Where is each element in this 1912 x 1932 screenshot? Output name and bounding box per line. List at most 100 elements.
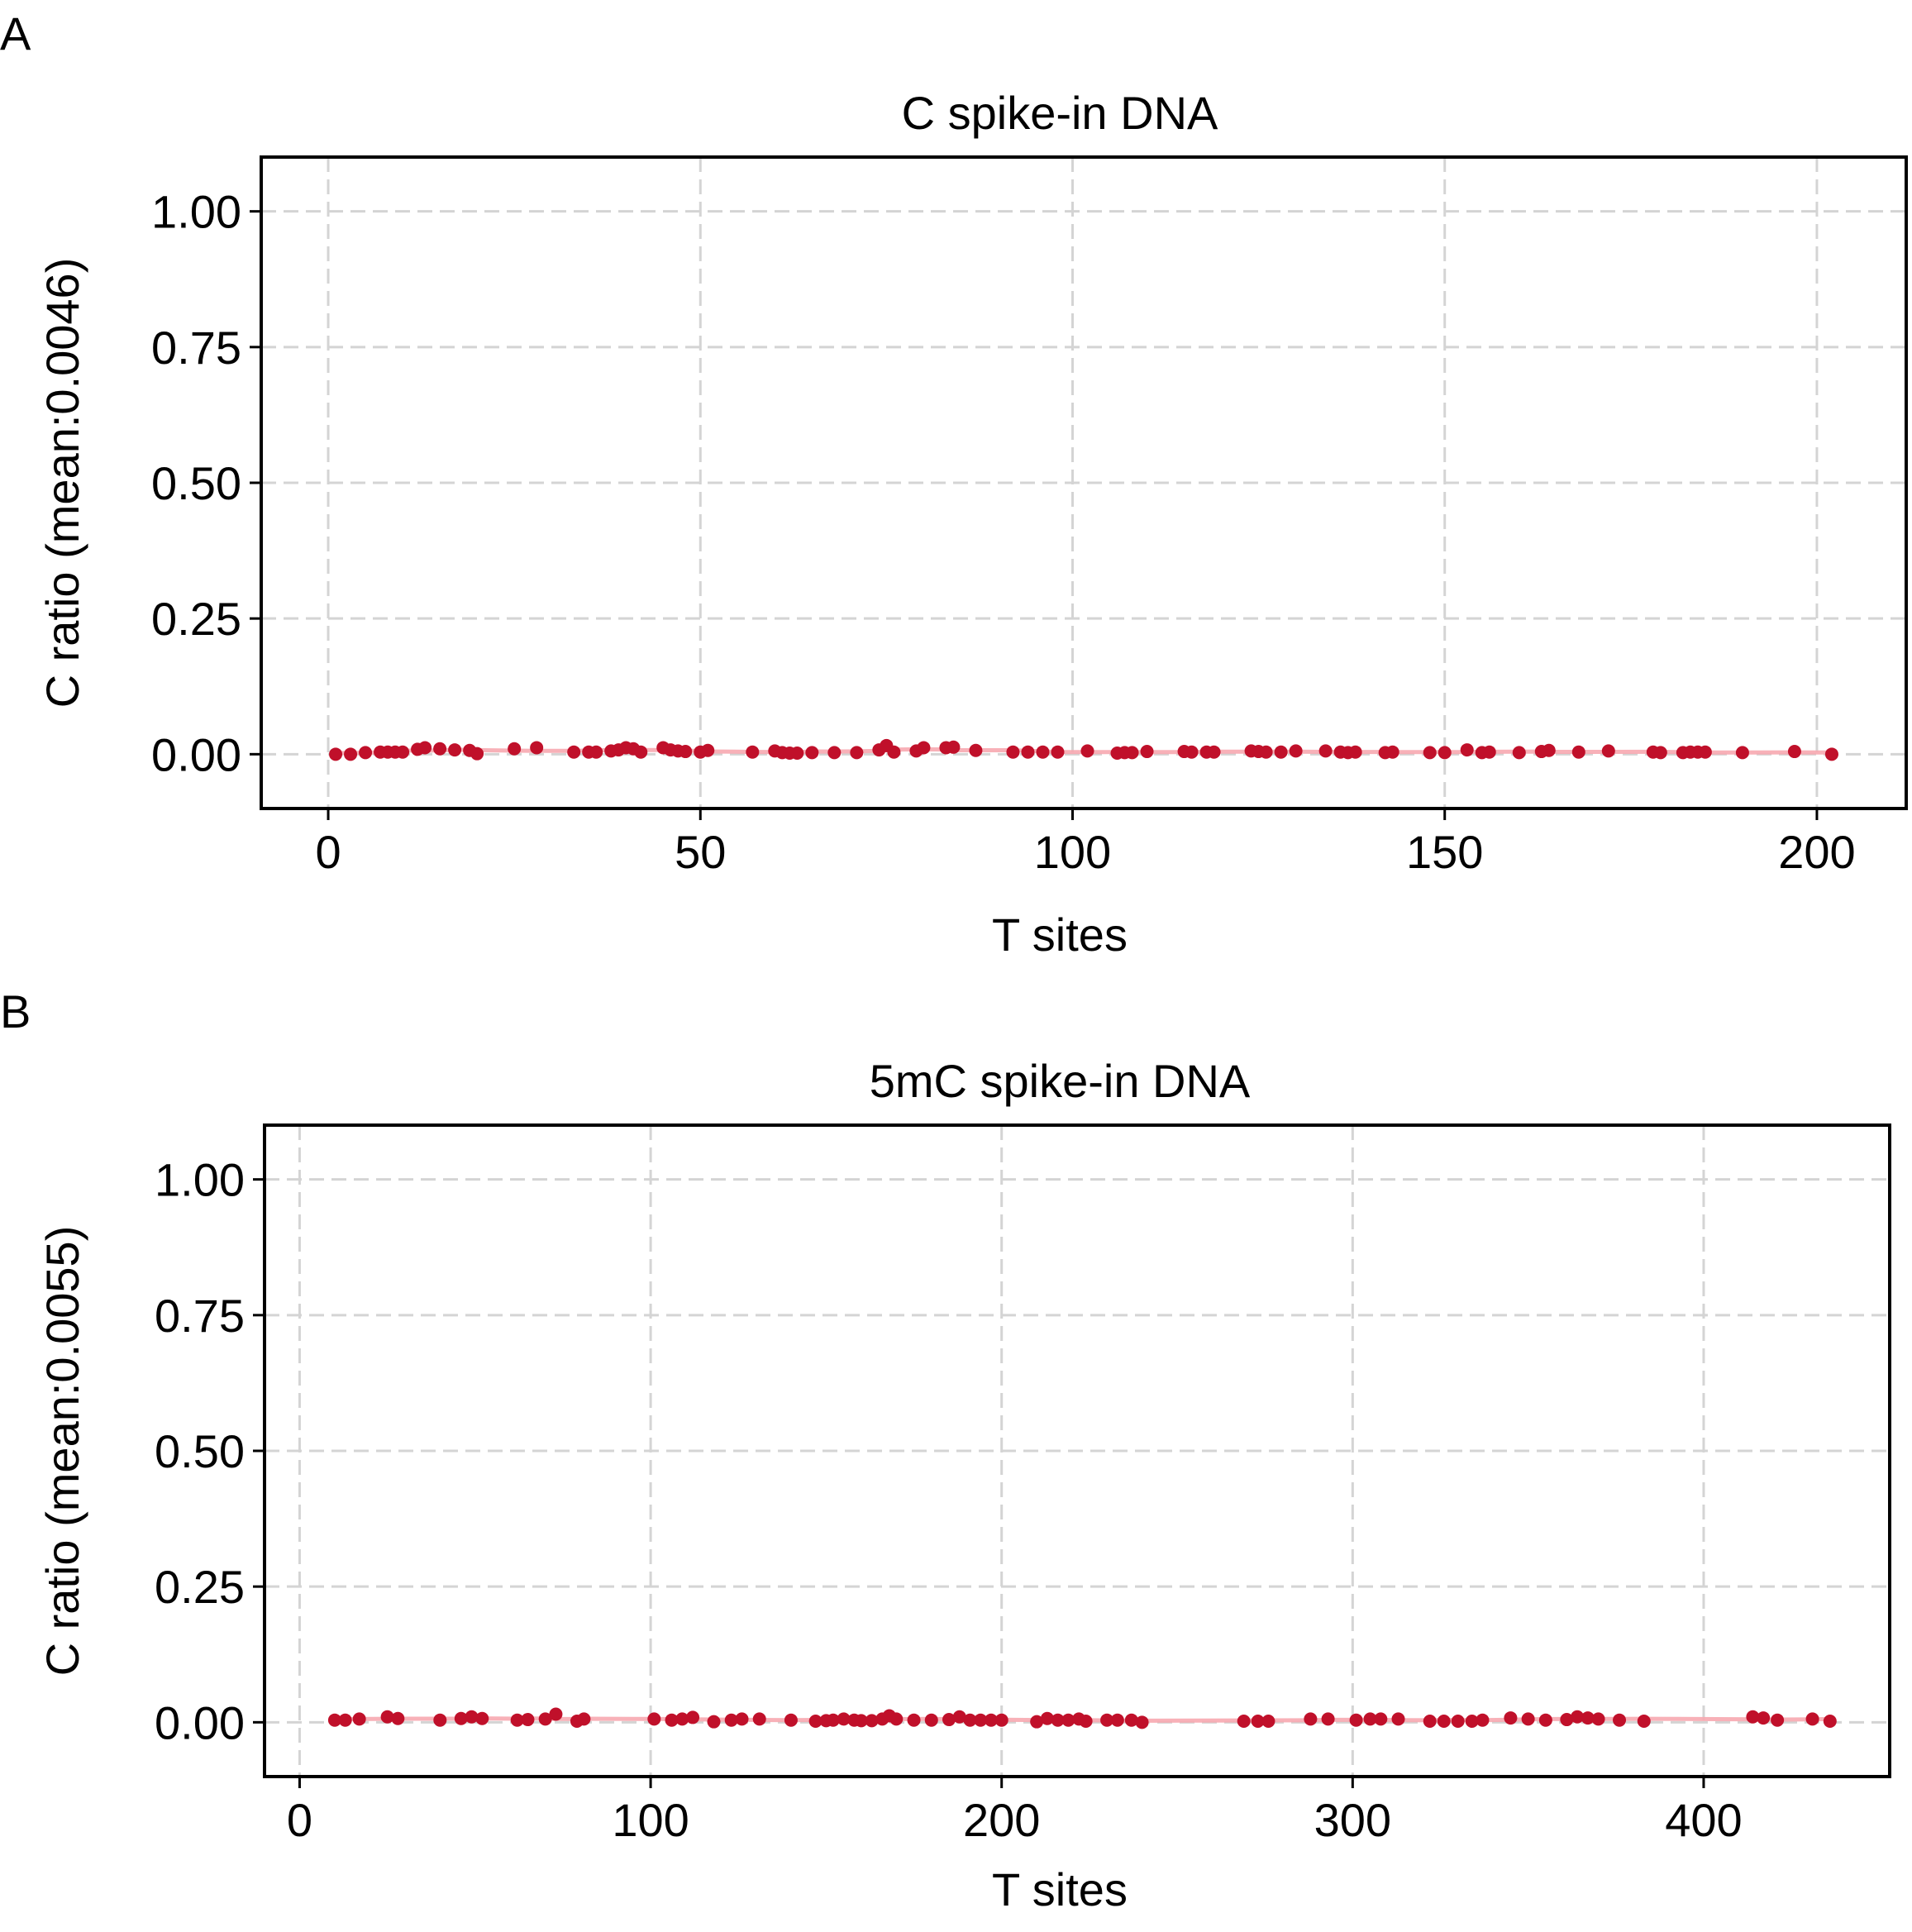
data-point: [865, 1714, 879, 1728]
y-tick-label: 0.00: [151, 728, 241, 780]
data-point: [1591, 1712, 1605, 1726]
chart-title: 5mC spike-in DNA: [870, 1055, 1251, 1107]
data-points: [327, 1707, 1837, 1729]
data-point: [1482, 745, 1496, 759]
x-tick-label: 0: [287, 1794, 312, 1846]
data-point: [329, 747, 343, 761]
data-point: [1787, 745, 1801, 759]
data-point: [465, 1710, 479, 1724]
data-point: [1423, 746, 1437, 760]
data-point: [1735, 746, 1749, 760]
data-point: [1261, 1715, 1275, 1729]
data-point: [1040, 1711, 1054, 1725]
axis-ticks: 0 100 200 300 400 0.00 0.25 0.50 0.75 1.00: [155, 1154, 1743, 1846]
data-point: [1581, 1711, 1595, 1725]
data-point: [1601, 744, 1615, 758]
data-point: [942, 1713, 956, 1727]
data-point: [963, 1713, 977, 1727]
data-point: [784, 1713, 798, 1727]
data-point: [808, 1715, 822, 1729]
data-points: [329, 738, 1838, 761]
data-point: [724, 1713, 738, 1727]
data-point: [1124, 1713, 1138, 1727]
data-point: [1207, 745, 1221, 759]
data-point: [1259, 745, 1273, 759]
data-point: [1125, 746, 1139, 760]
data-point: [746, 745, 760, 759]
data-point: [1185, 745, 1199, 759]
data-point: [1140, 745, 1154, 759]
data-point: [1135, 1715, 1149, 1729]
data-point: [837, 1712, 851, 1726]
data-point: [907, 1713, 921, 1727]
data-point: [946, 740, 961, 754]
data-point: [1321, 1712, 1335, 1726]
data-point: [1374, 1712, 1388, 1726]
data-point: [679, 745, 693, 759]
data-point: [538, 1712, 552, 1726]
y-tick-label: 1.00: [155, 1154, 245, 1206]
x-axis-label: T sites: [992, 1863, 1128, 1915]
data-point: [1061, 1713, 1075, 1727]
y-tick-label: 0.50: [155, 1425, 245, 1477]
data-point: [1289, 744, 1303, 758]
y-axis-label: C ratio (mean:0.0055): [36, 1226, 88, 1677]
axis-ticks: 0 50 100 150 200 0.00 0.25 0.50 0.75 1.00: [151, 186, 1856, 878]
data-point: [1423, 1715, 1437, 1729]
data-point: [1385, 745, 1399, 759]
data-point: [1021, 745, 1035, 759]
data-point: [396, 745, 410, 759]
y-axis-label: C ratio (mean:0.0046): [36, 258, 88, 708]
data-point: [1438, 746, 1452, 760]
data-point: [952, 1710, 966, 1724]
data-point: [577, 1712, 591, 1726]
data-point: [686, 1710, 700, 1724]
data-point: [454, 1711, 468, 1725]
data-point: [1460, 743, 1474, 757]
data-point: [1391, 1712, 1405, 1726]
panel-letter: B: [0, 985, 31, 1038]
data-point: [508, 742, 522, 756]
data-point: [1504, 1711, 1518, 1725]
data-point: [380, 1710, 394, 1724]
chart-title: C spike-in DNA: [902, 87, 1218, 139]
data-point: [1771, 1713, 1785, 1727]
data-point: [1512, 746, 1526, 760]
data-point: [1363, 1712, 1377, 1726]
data-point: [675, 1712, 689, 1726]
x-tick-label: 300: [1314, 1794, 1391, 1846]
data-point: [1036, 745, 1050, 759]
y-tick-label: 0.25: [151, 593, 241, 645]
data-point: [352, 1712, 366, 1726]
data-point: [735, 1712, 749, 1726]
data-point: [1251, 1715, 1265, 1729]
data-point: [589, 745, 603, 759]
data-point: [994, 1713, 1008, 1727]
data-point: [327, 1713, 341, 1727]
data-point: [1079, 1715, 1093, 1729]
data-point: [1521, 1712, 1535, 1726]
x-tick-label: 200: [1778, 826, 1855, 878]
data-point: [752, 1712, 766, 1726]
data-point: [1030, 1715, 1044, 1729]
data-point: [1757, 1711, 1771, 1725]
data-point: [917, 741, 931, 755]
data-point: [338, 1713, 352, 1727]
data-point: [850, 746, 864, 760]
y-tick-label: 0.25: [155, 1561, 245, 1613]
x-tick-label: 400: [1665, 1794, 1742, 1846]
data-point: [433, 742, 447, 756]
data-point: [1349, 1713, 1363, 1727]
data-point: [475, 1711, 489, 1725]
x-tick-label: 0: [315, 826, 341, 878]
data-point: [1571, 1710, 1585, 1724]
data-point: [521, 1713, 535, 1727]
data-point: [1274, 745, 1288, 759]
data-point: [1637, 1715, 1651, 1729]
panel-a: A C spike-in DNA 0 50 100 150 200 0.00 0.25 0.5…: [0, 7, 1908, 961]
data-point: [448, 743, 462, 757]
data-point: [1051, 1713, 1065, 1727]
data-point: [433, 1713, 447, 1727]
data-point: [1451, 1715, 1465, 1729]
